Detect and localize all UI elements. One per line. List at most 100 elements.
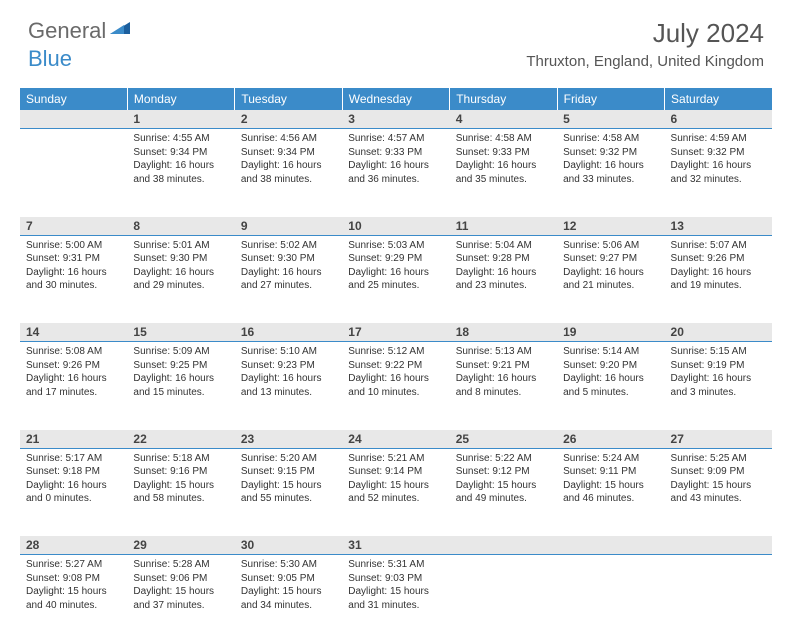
day-cell: Sunrise: 5:20 AMSunset: 9:15 PMDaylight:… [235, 448, 342, 536]
sunrise-line: Sunrise: 5:27 AM [26, 558, 121, 572]
daylight-line: Daylight: 15 hours and 31 minutes. [348, 585, 443, 612]
daylight-line: Daylight: 16 hours and 13 minutes. [241, 372, 336, 399]
day-cell: Sunrise: 5:14 AMSunset: 9:20 PMDaylight:… [557, 342, 664, 430]
sunset-line: Sunset: 9:14 PM [348, 465, 443, 479]
sunrise-line: Sunrise: 5:21 AM [348, 452, 443, 466]
day-cell [20, 129, 127, 217]
page-title: July 2024 [526, 18, 764, 49]
calendar-table: Sunday Monday Tuesday Wednesday Thursday… [20, 88, 772, 643]
day-cell: Sunrise: 5:10 AMSunset: 9:23 PMDaylight:… [235, 342, 342, 430]
sunset-line: Sunset: 9:11 PM [563, 465, 658, 479]
sunset-line: Sunset: 9:18 PM [26, 465, 121, 479]
day-number: 27 [665, 430, 772, 449]
day-content-row: Sunrise: 5:08 AMSunset: 9:26 PMDaylight:… [20, 342, 772, 430]
sunrise-line: Sunrise: 5:09 AM [133, 345, 228, 359]
daylight-line: Daylight: 15 hours and 58 minutes. [133, 479, 228, 506]
sunset-line: Sunset: 9:08 PM [26, 572, 121, 586]
sunset-line: Sunset: 9:12 PM [456, 465, 551, 479]
day-number: 30 [235, 536, 342, 555]
day-number: 31 [342, 536, 449, 555]
sunset-line: Sunset: 9:33 PM [456, 146, 551, 160]
sunset-line: Sunset: 9:29 PM [348, 252, 443, 266]
day-content-row: Sunrise: 5:27 AMSunset: 9:08 PM Daylight:… [20, 555, 772, 643]
sunrise-line: Sunrise: 5:06 AM [563, 239, 658, 253]
daylight-line: Daylight: 16 hours and 23 minutes. [456, 266, 551, 293]
day-cell: Sunrise: 5:24 AMSunset: 9:11 PMDaylight:… [557, 448, 664, 536]
day-number: 12 [557, 217, 664, 236]
day-number: 17 [342, 323, 449, 342]
day-number: 6 [665, 110, 772, 129]
day-cell: Sunrise: 5:18 AMSunset: 9:16 PMDaylight:… [127, 448, 234, 536]
daylight-line: Daylight: 16 hours and 36 minutes. [348, 159, 443, 186]
sunrise-line: Sunrise: 4:59 AM [671, 132, 766, 146]
daylight-line: Daylight: 16 hours and 30 minutes. [26, 266, 121, 293]
sunrise-line: Sunrise: 5:24 AM [563, 452, 658, 466]
day-number: 3 [342, 110, 449, 129]
logo-text-2: Blue [28, 46, 72, 71]
sunset-line: Sunset: 9:23 PM [241, 359, 336, 373]
sunset-line: Sunset: 9:28 PM [456, 252, 551, 266]
day-cell [557, 555, 664, 643]
sunset-line: Sunset: 9:20 PM [563, 359, 658, 373]
col-thu: Thursday [450, 88, 557, 110]
sunrise-line: Sunrise: 5:01 AM [133, 239, 228, 253]
sunrise-line: Sunrise: 5:18 AM [133, 452, 228, 466]
sunrise-line: Sunrise: 5:20 AM [241, 452, 336, 466]
day-number: 7 [20, 217, 127, 236]
sunset-line: Sunset: 9:21 PM [456, 359, 551, 373]
sunset-line: Sunset: 9:32 PM [563, 146, 658, 160]
day-cell: Sunrise: 5:25 AMSunset: 9:09 PMDaylight:… [665, 448, 772, 536]
day-cell: Sunrise: 5:27 AMSunset: 9:08 PMDaylight:… [20, 555, 127, 643]
daylight-line: Daylight: 16 hours and 29 minutes. [133, 266, 228, 293]
day-cell: Sunrise: 5:04 AMSunset: 9:28 PMDaylight:… [450, 235, 557, 323]
day-number: 20 [665, 323, 772, 342]
sunset-line: Sunset: 9:05 PM [241, 572, 336, 586]
sunset-line: Sunset: 9:22 PM [348, 359, 443, 373]
day-number: 22 [127, 430, 234, 449]
day-number [20, 110, 127, 129]
sunset-line: Sunset: 9:19 PM [671, 359, 766, 373]
day-cell: Sunrise: 5:30 AMSunset: 9:05 PMDaylight:… [235, 555, 342, 643]
daynum-row: 123456 [20, 110, 772, 129]
sunrise-line: Sunrise: 5:28 AM [133, 558, 228, 572]
day-number: 8 [127, 217, 234, 236]
day-number: 19 [557, 323, 664, 342]
day-cell: Sunrise: 5:21 AMSunset: 9:14 PMDaylight:… [342, 448, 449, 536]
day-number: 1 [127, 110, 234, 129]
day-cell: Sunrise: 5:03 AMSunset: 9:29 PMDaylight:… [342, 235, 449, 323]
day-cell: Sunrise: 4:56 AMSunset: 9:34 PMDaylight:… [235, 129, 342, 217]
sunset-line: Sunset: 9:06 PM [133, 572, 228, 586]
daylight-line: Daylight: 16 hours and 17 minutes. [26, 372, 121, 399]
day-content-row: Sunrise: 5:17 AMSunset: 9:18 PM Daylight:… [20, 448, 772, 536]
day-cell: Sunrise: 4:57 AMSunset: 9:33 PMDaylight:… [342, 129, 449, 217]
day-number: 29 [127, 536, 234, 555]
daynum-row: 14151617181920 [20, 323, 772, 342]
daynum-row: 21222324252627 [20, 430, 772, 449]
daylight-line: Daylight: 15 hours and 49 minutes. [456, 479, 551, 506]
daylight-line: Daylight: 16 hours and 21 minutes. [563, 266, 658, 293]
daylight-line: Daylight: 16 hours and 33 minutes. [563, 159, 658, 186]
day-cell: Sunrise: 5:28 AMSunset: 9:06 PMDaylight:… [127, 555, 234, 643]
sunset-line: Sunset: 9:30 PM [133, 252, 228, 266]
day-cell: Sunrise: 4:58 AMSunset: 9:32 PMDaylight:… [557, 129, 664, 217]
sunrise-line: Sunrise: 5:08 AM [26, 345, 121, 359]
sunset-line: Sunset: 9:30 PM [241, 252, 336, 266]
daynum-row: 78910111213 [20, 217, 772, 236]
sunset-line: Sunset: 9:34 PM [241, 146, 336, 160]
daylight-line: Daylight: 16 hours and 38 minutes. [241, 159, 336, 186]
sunrise-line: Sunrise: 5:17 AM [26, 452, 121, 466]
day-number: 2 [235, 110, 342, 129]
day-number [665, 536, 772, 555]
col-fri: Friday [557, 88, 664, 110]
daylight-line: Daylight: 15 hours and 43 minutes. [671, 479, 766, 506]
day-number: 24 [342, 430, 449, 449]
day-number: 16 [235, 323, 342, 342]
sunrise-line: Sunrise: 4:58 AM [563, 132, 658, 146]
col-tue: Tuesday [235, 88, 342, 110]
day-content-row: Sunrise: 4:55 AMSunset: 9:34 PMDaylight:… [20, 129, 772, 217]
sunset-line: Sunset: 9:33 PM [348, 146, 443, 160]
col-mon: Monday [127, 88, 234, 110]
day-number: 4 [450, 110, 557, 129]
sunset-line: Sunset: 9:25 PM [133, 359, 228, 373]
daynum-row: 28293031 [20, 536, 772, 555]
